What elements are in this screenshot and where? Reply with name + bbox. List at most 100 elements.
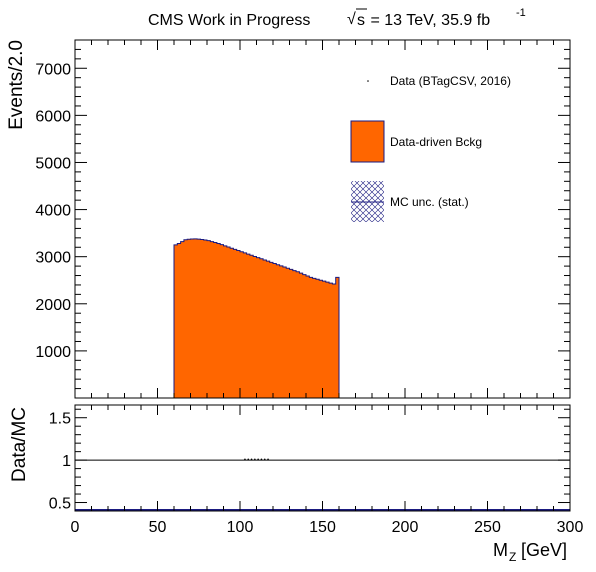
histogram-bin	[193, 238, 198, 398]
histogram-bin	[177, 243, 181, 398]
histogram-bin	[276, 264, 280, 398]
histogram-bin	[230, 248, 234, 398]
histogram-bin	[240, 251, 244, 398]
main-y-tick-label: 2000	[35, 297, 71, 314]
ratio-x-axis: 0 50 100 150 200 250 300	[71, 405, 584, 536]
main-y-axis: 1000 2000 3000 4000 5000 6000 7000	[35, 48, 570, 390]
histogram-bin	[309, 277, 313, 398]
lumi-exponent: -1	[516, 7, 526, 19]
ratio-y-axis: 0.5 1 1.5	[49, 408, 570, 513]
histogram-bin	[329, 283, 333, 398]
main-y-tick-label: 5000	[35, 155, 71, 172]
histogram-bin	[236, 250, 241, 398]
ratio-panel: 0.5 1 1.5 0 50 100 150 200 250 300 Data/MC M Z […	[9, 404, 584, 564]
histogram-bin	[180, 241, 185, 398]
main-panel: 1000 2000 3000 4000 5000 6000 7000 Events/2.0	[6, 39, 571, 399]
x-tick-label: 300	[557, 519, 584, 536]
x-tick-label: 150	[309, 519, 336, 536]
histogram-bin	[335, 277, 340, 398]
histogram-bin	[197, 239, 201, 398]
histogram-bin	[332, 284, 337, 398]
x-axis-label: M Z [GeV]	[493, 540, 567, 564]
legend-unc-label: MC unc. (stat.)	[390, 195, 469, 209]
energy-text: = 13 TeV, 35.9 fb	[366, 12, 490, 29]
x-tick-label: 50	[149, 519, 167, 536]
main-y-tick-label: 4000	[35, 203, 71, 220]
histogram-bin	[220, 244, 224, 398]
histogram-bin	[213, 242, 218, 398]
histogram-bin	[325, 282, 330, 398]
x-tick-label: 100	[227, 519, 254, 536]
histogram-bin	[243, 252, 247, 398]
legend-data-label: Data (BTagCSV, 2016)	[390, 74, 511, 88]
histogram-bin	[210, 241, 214, 398]
histogram-bin	[302, 274, 307, 398]
histogram-bin	[263, 259, 267, 398]
ratio-point	[247, 458, 250, 461]
histogram-bin	[312, 278, 317, 398]
experiment-label: CMS Work in Progress	[148, 12, 310, 29]
sqrt-symbol: √	[347, 11, 356, 28]
main-y-tick-label: 6000	[35, 108, 71, 125]
ratio-y-axis-label: Data/MC	[9, 407, 30, 482]
histogram-bin	[207, 240, 211, 398]
ratio-point	[244, 458, 246, 461]
energy-prefix: s	[357, 12, 365, 29]
ratio-point	[260, 458, 263, 461]
ratio-y-tick-label: 0.5	[49, 496, 71, 513]
ratio-point	[257, 458, 259, 461]
histogram-bin	[216, 243, 221, 398]
histogram-bin	[223, 245, 228, 398]
background-histogram	[174, 238, 340, 398]
histogram-bin	[289, 269, 294, 398]
histogram-bin	[256, 257, 261, 398]
histogram-bin	[187, 239, 191, 398]
ratio-point	[263, 458, 266, 461]
legend-bkg-swatch	[350, 120, 385, 163]
x-tick-label: 250	[474, 519, 501, 536]
x-tick-label: 200	[392, 519, 419, 536]
histogram-bin	[286, 268, 290, 398]
histogram-bin	[226, 247, 231, 398]
histogram-bin	[174, 244, 178, 398]
histogram-bin	[246, 254, 251, 398]
main-y-tick-label: 7000	[35, 61, 71, 78]
histogram-bin	[273, 263, 277, 398]
x-axis-label-main: M	[493, 540, 508, 560]
histogram-bin	[296, 271, 300, 398]
legend-data-marker	[367, 80, 369, 82]
main-y-axis-label: Events/2.0	[6, 40, 27, 130]
legend-bkg-label: Data-driven Bckg	[390, 135, 482, 149]
histogram-bin	[259, 258, 264, 398]
legend: Data (BTagCSV, 2016) Data-driven Bckg MC…	[350, 74, 511, 222]
histogram-bin	[233, 249, 238, 398]
histogram-bin	[292, 270, 297, 398]
x-axis-label-unit: [GeV]	[516, 540, 567, 560]
histogram-bin	[203, 239, 208, 398]
main-y-tick-label: 1000	[35, 344, 71, 361]
histogram-bin	[299, 273, 304, 398]
x-tick-label: 0	[71, 519, 80, 536]
histogram-bin	[279, 265, 284, 398]
ratio-points	[244, 458, 269, 461]
histogram-bin	[183, 239, 188, 398]
ratio-point	[267, 458, 269, 461]
histogram-bin	[253, 256, 257, 398]
ratio-frame	[74, 404, 571, 512]
ratio-y-tick-label: 1	[62, 453, 71, 470]
histogram-bin	[200, 239, 205, 398]
ratio-point	[250, 458, 253, 461]
background-outline	[173, 238, 340, 398]
histogram-bin	[190, 239, 195, 398]
histogram-bin	[266, 261, 271, 398]
histogram-bin	[249, 255, 254, 398]
ratio-point	[254, 458, 256, 461]
histogram-bin	[282, 267, 287, 398]
histogram-bin	[269, 262, 274, 398]
x-axis-label-sub: Z	[509, 550, 516, 564]
histogram-bin	[319, 280, 323, 398]
histogram-bin	[322, 281, 327, 398]
ratio-y-tick-label: 1.5	[49, 411, 71, 428]
